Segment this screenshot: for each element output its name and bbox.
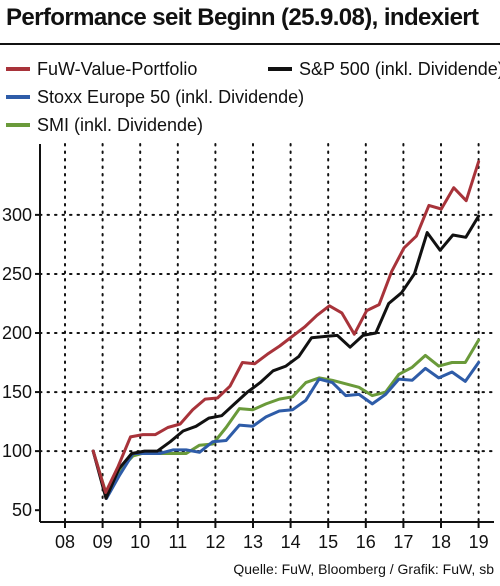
x-tick-label-18: 18 [431,532,451,552]
legend-swatch-smi [6,123,30,127]
series-line-sp500 [91,214,481,500]
x-tick-label-08: 08 [55,532,75,552]
legend-item-fuw-value-portfolio: FuW-Value-Portfolio [6,58,197,80]
legend-label-fuw-value-portfolio: FuW-Value-Portfolio [37,58,198,79]
source-note: Quelle: FuW, Bloomberg / Grafik: FuW, sb [233,561,494,577]
legend-swatch-sp500 [268,67,292,71]
legend-label-stoxx-europe-50: Stoxx Europe 50 (inkl. Dividende) [37,86,305,107]
legend-item-sp500: S&P 500 (inkl. Dividende) [268,58,500,80]
x-tick-label-10: 10 [130,532,150,552]
x-tick-label-14: 14 [281,532,301,552]
x-tick-label-15: 15 [318,532,338,552]
x-tick-label-11: 11 [168,532,187,552]
y-tick-label-250: 250 [2,264,32,284]
legend-swatch-stoxx-europe-50 [6,95,30,99]
y-tick-label-200: 200 [2,323,32,343]
legend-swatch-fuw-value-portfolio [6,67,30,71]
y-tick-label-50: 50 [12,500,32,520]
x-tick-label-16: 16 [356,532,376,552]
x-tick-label-13: 13 [243,532,263,552]
legend-item-stoxx-europe-50: Stoxx Europe 50 (inkl. Dividende) [6,86,304,108]
x-tick-label-19: 19 [469,532,489,552]
legend-label-sp500: S&P 500 (inkl. Dividende) [299,58,500,79]
x-tick-label-12: 12 [205,532,225,552]
series-line-smi [91,338,481,497]
y-tick-label-100: 100 [2,441,32,461]
series-line-stoxx-europe-50 [91,361,481,500]
chart-title: Performance seit Beginn (25.9.08), index… [6,4,479,31]
x-tick-label-09: 09 [93,532,113,552]
legend-item-smi: SMI (inkl. Dividende) [6,114,203,136]
y-tick-label-300: 300 [2,205,32,225]
legend-label-smi: SMI (inkl. Dividende) [37,114,204,135]
title-divider [0,43,500,45]
series-line-fuw-value-portfolio [91,160,481,494]
y-tick-label-150: 150 [2,382,32,402]
x-tick-label-17: 17 [393,532,413,552]
